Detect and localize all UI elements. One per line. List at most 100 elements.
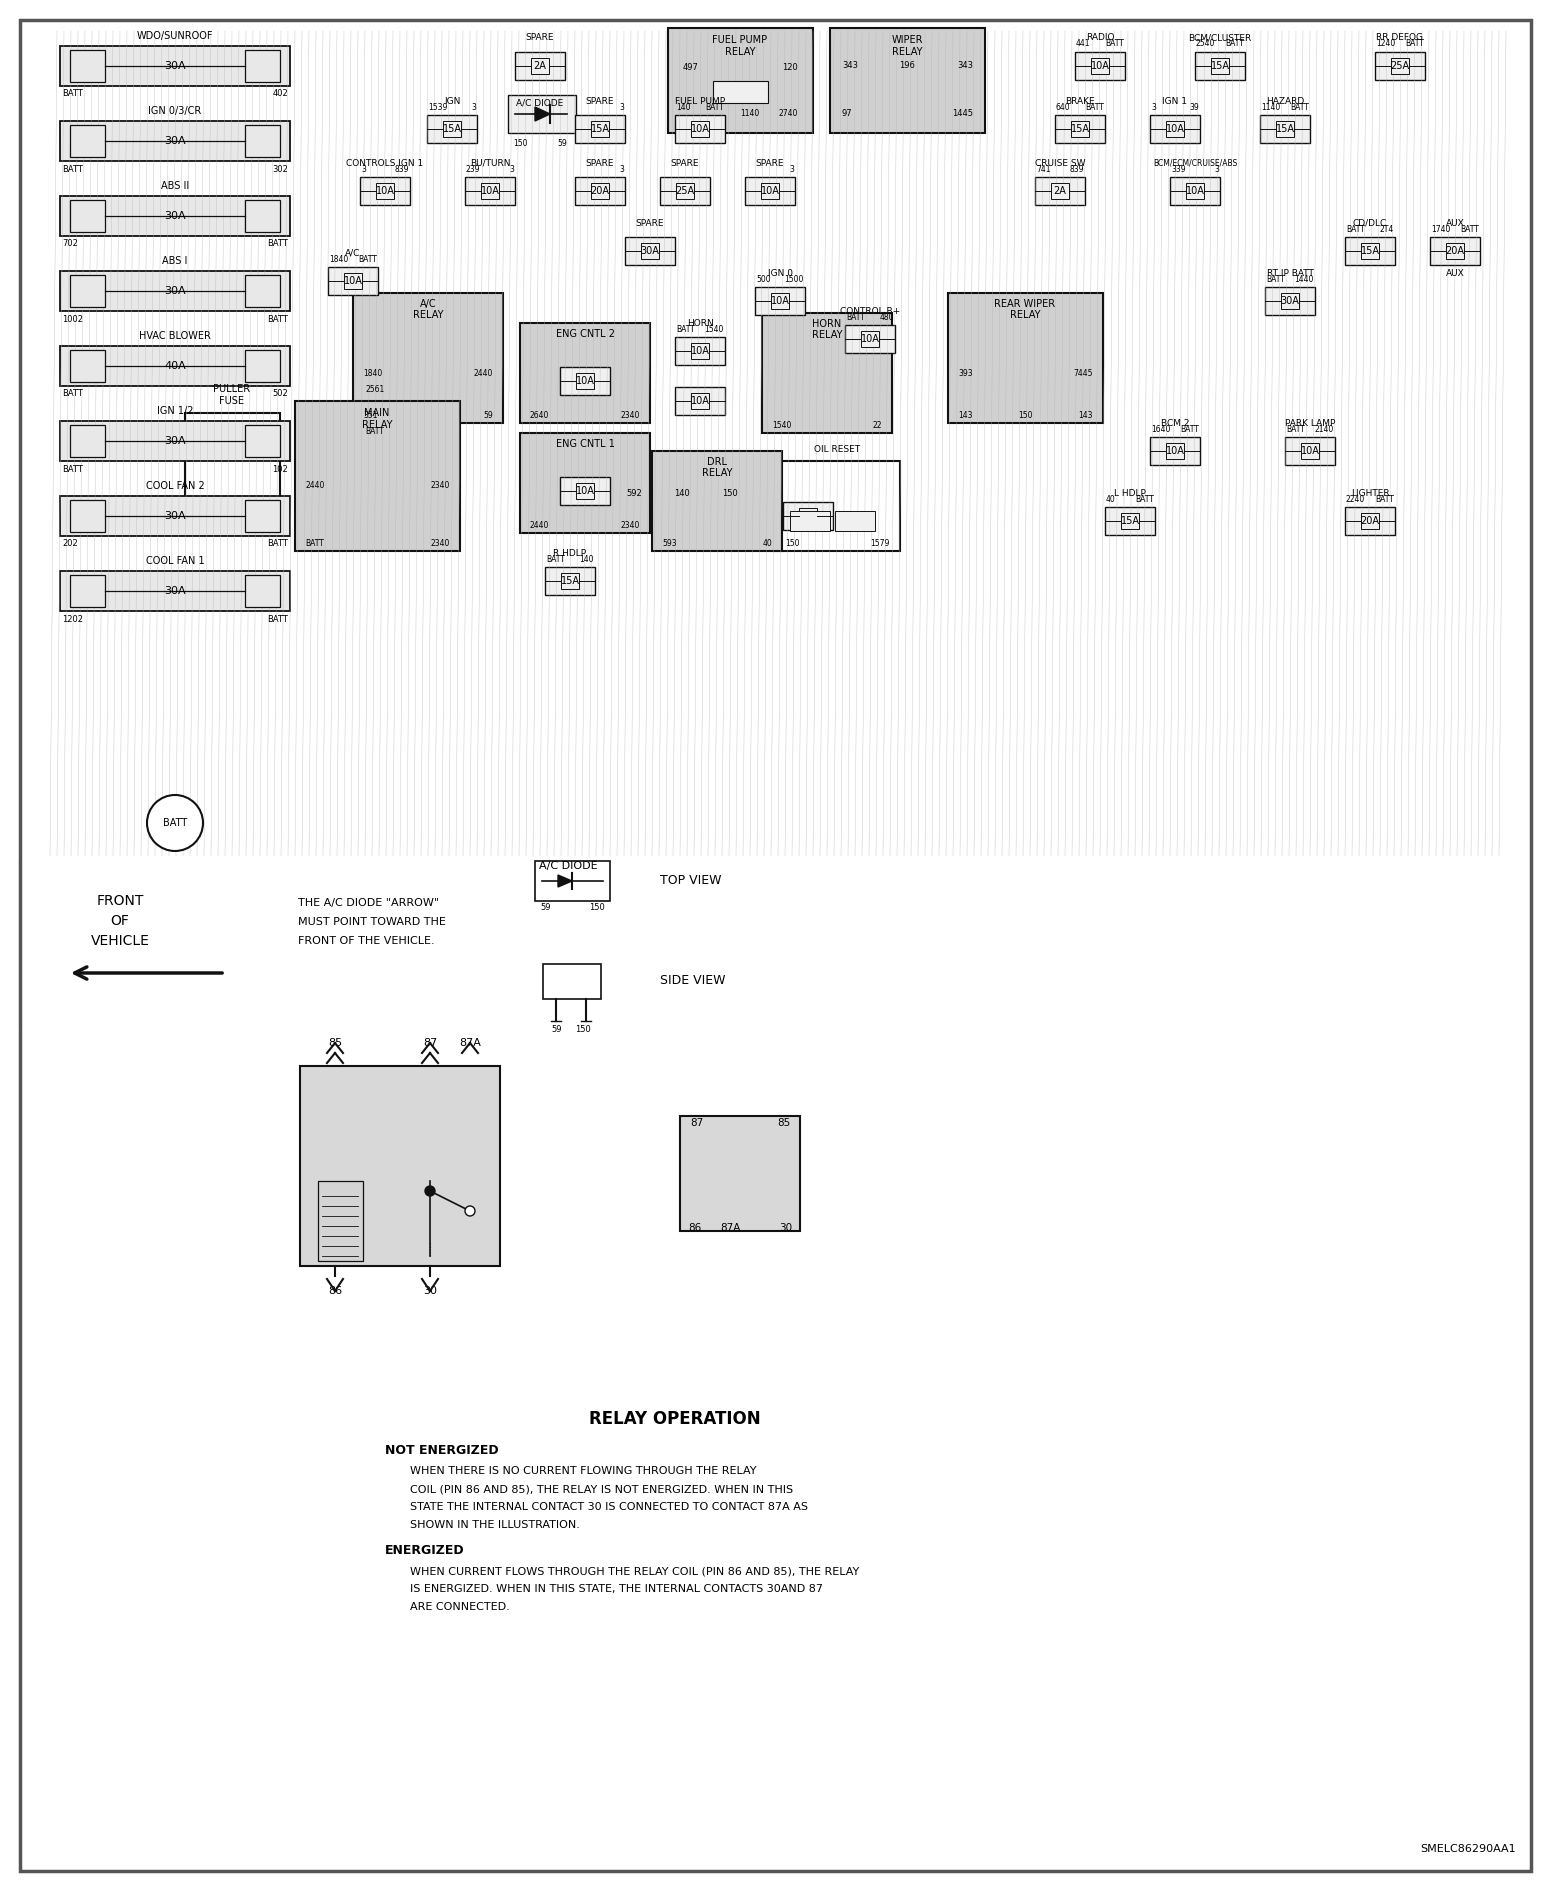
Text: FUEL PUMP: FUEL PUMP	[712, 36, 768, 45]
Text: 25A: 25A	[1390, 61, 1410, 72]
Bar	[692, 121, 709, 136]
Text: 30A: 30A	[164, 136, 186, 146]
Bar	[575, 373, 594, 390]
Text: MAIN: MAIN	[364, 408, 389, 418]
Text: 1202: 1202	[62, 615, 84, 624]
Polygon shape	[558, 876, 572, 887]
Circle shape	[465, 1206, 475, 1216]
Text: BATT: BATT	[845, 312, 865, 321]
Bar	[530, 59, 549, 74]
Circle shape	[425, 1186, 434, 1195]
Text: 2561: 2561	[366, 384, 385, 393]
Text: SMELC86290AA1: SMELC86290AA1	[1421, 1844, 1515, 1853]
Bar	[20, 1386, 1531, 1861]
Text: 343: 343	[842, 62, 858, 70]
Bar	[713, 81, 768, 102]
Text: 30A: 30A	[164, 586, 186, 596]
Text: BATT: BATT	[62, 165, 82, 174]
Bar	[1055, 115, 1104, 144]
Bar	[948, 293, 1103, 424]
Text: A/C DIODE: A/C DIODE	[516, 98, 563, 108]
Text: 1540: 1540	[704, 325, 724, 333]
Text: 502: 502	[273, 390, 288, 399]
Bar	[830, 28, 985, 132]
Bar	[560, 477, 610, 505]
Bar	[344, 272, 361, 289]
Text: 10A: 10A	[760, 185, 780, 197]
Bar	[1281, 293, 1300, 308]
Bar	[1169, 178, 1221, 204]
Bar	[318, 1182, 363, 1261]
Text: 15A: 15A	[1070, 125, 1089, 134]
Bar	[1276, 121, 1294, 136]
Text: 15A: 15A	[1210, 61, 1230, 72]
Text: 2A: 2A	[534, 61, 546, 72]
Text: 2340: 2340	[431, 482, 450, 490]
Text: RELAY: RELAY	[1010, 310, 1041, 320]
Text: 20A: 20A	[1360, 516, 1379, 526]
Bar	[625, 236, 675, 265]
Text: CONTROL B+: CONTROL B+	[841, 306, 900, 316]
Text: 343: 343	[957, 62, 972, 70]
Text: AUX: AUX	[1446, 219, 1464, 227]
Text: 30A: 30A	[164, 286, 186, 297]
Text: CD/DLC: CD/DLC	[1352, 219, 1387, 227]
Text: ENG CNTL 1: ENG CNTL 1	[555, 439, 614, 448]
Bar	[1121, 512, 1138, 529]
Text: RELAY: RELAY	[724, 47, 755, 57]
Text: WIPER: WIPER	[892, 36, 923, 45]
Text: WDO/SUNROOF: WDO/SUNROOF	[136, 30, 212, 42]
Bar	[1360, 512, 1379, 529]
Bar	[535, 860, 610, 900]
Text: 87: 87	[423, 1038, 437, 1048]
Text: 1440: 1440	[1295, 274, 1314, 284]
Text: 196: 196	[900, 62, 915, 70]
Text: 441: 441	[1076, 40, 1090, 49]
Text: 3: 3	[619, 165, 624, 174]
Text: DRL: DRL	[707, 458, 727, 467]
Text: BATT: BATT	[706, 102, 724, 112]
Text: 2T4: 2T4	[1380, 225, 1394, 233]
Text: 592: 592	[627, 488, 642, 497]
Text: 25A: 25A	[675, 185, 695, 197]
Text: BATT: BATT	[1180, 424, 1199, 433]
Text: BATT: BATT	[1376, 495, 1394, 503]
Polygon shape	[535, 108, 551, 121]
Bar	[520, 433, 650, 533]
Bar	[1090, 59, 1109, 74]
Text: HORN: HORN	[687, 318, 713, 327]
Text: 140: 140	[676, 102, 690, 112]
Text: ARE CONNECTED.: ARE CONNECTED.	[409, 1602, 510, 1611]
Bar	[520, 323, 650, 424]
Text: RELAY: RELAY	[413, 310, 444, 320]
Bar	[70, 575, 105, 607]
Bar	[1104, 507, 1155, 535]
Text: 30A: 30A	[641, 246, 659, 255]
Text: IGN 1: IGN 1	[1163, 96, 1188, 106]
Bar	[70, 274, 105, 306]
Text: 2340: 2340	[620, 520, 641, 529]
Bar	[789, 511, 830, 531]
Bar	[1345, 236, 1394, 265]
Text: IGN 0/3/CR: IGN 0/3/CR	[149, 106, 202, 115]
Text: FRONT: FRONT	[96, 894, 144, 908]
Text: 1840: 1840	[363, 369, 382, 378]
Bar	[245, 49, 281, 81]
Bar	[1194, 51, 1245, 79]
Bar	[591, 121, 610, 136]
Text: 3: 3	[789, 165, 794, 174]
Text: IGN: IGN	[444, 96, 461, 106]
Bar	[245, 499, 281, 531]
Bar	[1391, 59, 1408, 74]
Text: 741: 741	[1036, 165, 1050, 174]
Text: 85: 85	[777, 1118, 789, 1129]
Text: 640: 640	[1056, 102, 1070, 112]
Text: MUST POINT TOWARD THE: MUST POINT TOWARD THE	[298, 917, 445, 927]
Text: FUSE: FUSE	[220, 395, 245, 407]
Text: 3: 3	[1151, 102, 1155, 112]
Bar	[1187, 183, 1204, 199]
Text: 10A: 10A	[1301, 446, 1320, 456]
Bar	[60, 422, 290, 461]
Bar	[1211, 59, 1228, 74]
Bar	[60, 571, 290, 611]
